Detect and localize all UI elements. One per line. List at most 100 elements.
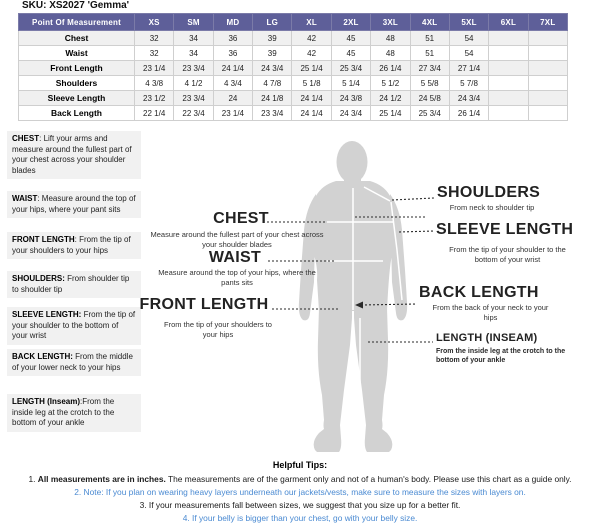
measurement-cell: 5 1/2 (370, 75, 411, 91)
measurement-cell: 26 1/4 (448, 105, 490, 121)
shoulders-leader-line (391, 197, 435, 201)
measurement-cell: 32 (133, 30, 175, 46)
measurement-cell (527, 90, 569, 106)
column-header-size: 7XL (527, 13, 569, 31)
callout-chest-title: CHEST (213, 210, 269, 227)
callout-inseam-title: LENGTH (INSEAM) (436, 332, 538, 344)
table-row: Shoulders 4 3/8 4 1/2 4 3/4 4 7/8 5 1/8 5 1/4 5… (18, 75, 569, 91)
measurement-cell: 42 (291, 30, 332, 46)
definition-term: SLEEVE LENGTH: (12, 310, 82, 319)
measurement-cell: 51 (409, 45, 450, 61)
measurement-cell: 39 (252, 45, 293, 61)
definition-term: LENGTH (Inseam) (12, 397, 81, 406)
measurement-cell (527, 30, 569, 46)
column-header-size: SM (173, 13, 214, 31)
measurement-cell: 5 7/8 (448, 75, 490, 91)
table-row: Waist 32 34 36 39 42 45 48 51 54 (18, 45, 569, 61)
measurement-cell (527, 105, 569, 121)
measurement-cell: 24 1/4 (291, 105, 332, 121)
measurement-cell: 23 1/4 (212, 105, 254, 121)
measurement-cell: 23 1/4 (133, 60, 175, 76)
measurement-cell: 24 (212, 90, 254, 106)
measurement-cell: 24 1/4 (291, 90, 332, 106)
column-header-size: 3XL (370, 13, 411, 31)
measurement-cell (488, 75, 529, 91)
tip-1-bold: All measurements are in inches. (37, 474, 166, 484)
definition-text: From shoulder tip to shoulder tip (12, 274, 130, 294)
measurement-cell: 5 1/8 (291, 75, 332, 91)
measurement-cell: 24 1/2 (370, 90, 411, 106)
sleeve-leader-line (398, 230, 435, 233)
measurement-cell: 36 (212, 30, 254, 46)
row-label: Shoulders (18, 75, 135, 91)
callout-chest-sub: Measure around the fullest part of your … (150, 230, 324, 249)
definition-text: : Measure around the top of your hips, w… (12, 194, 136, 214)
row-label: Back Length (18, 105, 135, 121)
measurement-cell (488, 90, 529, 106)
tips-heading: Helpful Tips: (272, 460, 328, 470)
measurement-cell: 25 3/4 (330, 60, 372, 76)
callout-leader-lines (267, 197, 435, 343)
size-chart-body: Chest 32 34 36 39 42 45 48 51 54 Waist 32 34 36 39 42 45… (18, 30, 569, 121)
measurement-cell: 5 1/4 (330, 75, 372, 91)
callout-inseam-sub: From the inside leg at the crotch to the… (436, 348, 566, 364)
size-chart-table-wrap: Point Of Measurement XS SM MD LG XL 2XL 3XL 4XL 5… (18, 13, 569, 121)
definition-length-inseam: LENGTH (Inseam):From the inside leg at t… (7, 394, 141, 432)
measurement-cell: 22 1/4 (133, 105, 175, 121)
callout-sleeve-length-sub: From the tip of your shoulder to the bot… (449, 245, 566, 264)
back-length-leader-line (360, 303, 418, 306)
measurement-cell: 48 (370, 45, 411, 61)
back-length-arrow (355, 301, 363, 309)
column-header-size: LG (252, 13, 293, 31)
measurement-cell (527, 75, 569, 91)
definition-chest: CHEST: Lift your arms and measure around… (7, 131, 141, 179)
definition-term: WAIST (12, 194, 38, 203)
callout-back-length-sub: From the back of your neck to your hips (432, 303, 549, 322)
size-chart-header-row: Point Of Measurement XS SM MD LG XL 2XL 3XL 4XL 5… (18, 13, 569, 31)
measurement-cell: 51 (409, 30, 450, 46)
definition-term: CHEST (12, 134, 40, 143)
column-header-size: XL (291, 13, 332, 31)
measurement-cell: 4 7/8 (252, 75, 293, 91)
body-silhouette-diagram (267, 141, 435, 452)
measurement-cell (488, 45, 529, 61)
helpful-tips: Helpful Tips: 1. All measurements are in… (0, 460, 600, 525)
measurement-cell: 4 3/4 (212, 75, 254, 91)
definition-term: BACK LENGTH: (12, 352, 73, 361)
tip-1-text: The measurements are of the garment only… (165, 474, 572, 484)
sleeve-measure-line (390, 201, 403, 301)
callout-shoulders-sub: From neck to shoulder tip (449, 203, 535, 212)
measurement-cell: 27 3/4 (409, 60, 450, 76)
measurement-cell: 24 5/8 (409, 90, 450, 106)
definition-waist: WAIST: Measure around the top of your hi… (7, 191, 141, 218)
definition-term: FRONT LENGTH (12, 235, 75, 244)
measurement-cell: 24 3/4 (448, 90, 490, 106)
column-header-size: 5XL (448, 13, 490, 31)
measurement-cell: 26 1/4 (370, 60, 411, 76)
measurement-cell: 24 3/4 (330, 105, 372, 121)
table-row: Back Length 22 1/4 22 3/4 23 1/4 23 3/4 24 1/… (18, 105, 569, 121)
measurement-cell (488, 30, 529, 46)
definition-shoulders: SHOULDERS: From shoulder tip to shoulder… (7, 271, 141, 298)
measurement-cell (488, 105, 529, 121)
measurement-cell: 23 1/2 (133, 90, 175, 106)
measurement-cell: 25 1/4 (370, 105, 411, 121)
column-header-size: XS (133, 13, 175, 31)
measurement-cell: 24 3/8 (330, 90, 372, 106)
measurement-cell: 24 1/4 (212, 60, 254, 76)
measurement-cell: 32 (133, 45, 175, 61)
callout-waist-title: WAIST (208, 249, 262, 266)
definition-text: :From the inside leg at the crotch to th… (12, 397, 115, 427)
definition-front-length: FRONT LENGTH: From the tip of your shoul… (7, 232, 141, 259)
measurement-cell: 39 (252, 30, 293, 46)
measurement-cell: 45 (330, 30, 372, 46)
table-row: Front Length 23 1/4 23 3/4 24 1/4 24 3/4 25 1… (18, 60, 569, 76)
callout-waist-sub: Measure around the top of your hips, whe… (158, 268, 316, 287)
definition-back-length: BACK LENGTH: From the middle of your low… (7, 349, 141, 376)
measurement-cell (527, 60, 569, 76)
row-label: Chest (18, 30, 135, 46)
definition-sleeve-length: SLEEVE LENGTH: From the tip of your shou… (7, 307, 141, 345)
measurement-cell: 4 3/8 (133, 75, 175, 91)
measurement-cell: 42 (291, 45, 332, 61)
